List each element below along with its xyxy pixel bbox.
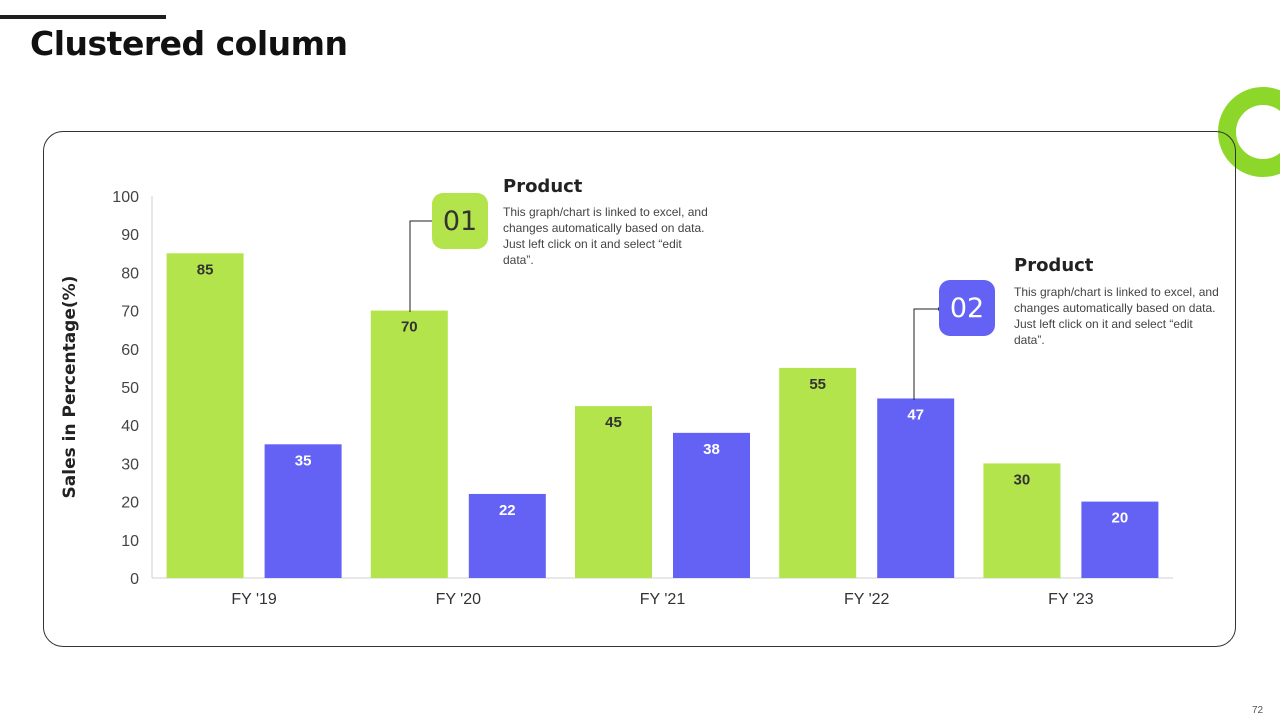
callout-01-badge: 01 (432, 193, 488, 249)
data-label: 47 (907, 406, 924, 423)
x-tick-label: FY '19 (231, 591, 277, 608)
page-number: 72 (1252, 705, 1264, 716)
bar (673, 432, 750, 578)
callout-01-text: This graph/chart is linked to excel, and… (503, 205, 708, 267)
title-accent-line (0, 15, 166, 19)
bar (166, 253, 244, 579)
y-tick-label: 60 (121, 342, 139, 359)
callout-01-title: Product (503, 176, 583, 197)
page-title: Clustered column (30, 24, 348, 63)
bar (468, 493, 546, 578)
x-tick-label: FY '23 (1048, 591, 1094, 608)
bar (983, 463, 1061, 578)
y-tick-label: 80 (121, 265, 139, 282)
bar (575, 406, 652, 578)
y-tick-label: 10 (121, 533, 139, 550)
y-tick-label: 70 (121, 304, 139, 321)
x-tick-label: FY '21 (640, 591, 686, 608)
y-tick-label: 50 (121, 380, 139, 397)
bar (877, 398, 955, 578)
bar (779, 367, 857, 578)
y-axis-title: Sales in Percentage(%) (60, 276, 80, 499)
data-label: 45 (605, 414, 622, 431)
data-label: 20 (1112, 510, 1129, 527)
callout-02-connector (913, 306, 944, 400)
y-tick-label: 40 (121, 418, 139, 435)
data-label: 70 (401, 319, 418, 336)
data-label: 30 (1014, 471, 1031, 488)
chart-card (43, 131, 1236, 647)
callout-02-badge: 02 (939, 280, 995, 336)
y-tick-label: 90 (121, 227, 139, 244)
data-label: 35 (295, 452, 312, 469)
data-label: 22 (499, 502, 516, 519)
callout-02-number: 02 (949, 292, 985, 324)
y-tick-label: 30 (121, 456, 139, 473)
y-tick-label: 0 (130, 571, 139, 588)
bar (370, 310, 448, 578)
data-label: 38 (703, 441, 720, 458)
y-tick-label: 100 (112, 189, 139, 206)
decorative-ring-icon (1218, 87, 1280, 177)
callout-02-title: Product (1014, 255, 1094, 276)
bar (264, 444, 342, 578)
callout-02-text: This graph/chart is linked to excel, and… (1014, 285, 1219, 347)
bar (1081, 501, 1159, 578)
x-tick-label: FY '22 (844, 591, 890, 608)
y-tick-label: 20 (121, 495, 139, 512)
x-tick-label: FY '20 (436, 591, 482, 608)
data-label: 85 (197, 261, 214, 278)
callout-01-number: 01 (442, 205, 478, 237)
data-label: 55 (809, 376, 826, 393)
